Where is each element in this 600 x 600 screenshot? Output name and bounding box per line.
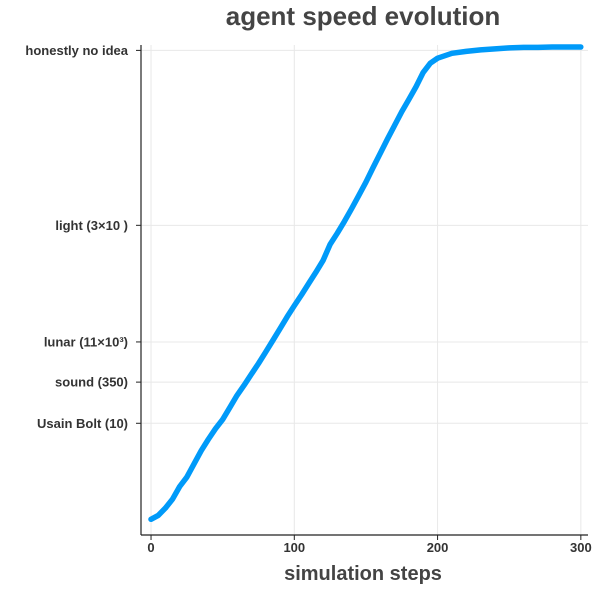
- y-tick-label: lunar (11×10³): [44, 334, 128, 349]
- x-tick-label: 300: [570, 540, 592, 555]
- speed-series-line: [148, 44, 584, 523]
- y-tick-label: sound (350): [55, 375, 128, 390]
- x-axis-label: simulation steps: [284, 563, 442, 585]
- grid-lines: [141, 45, 588, 535]
- series-layer: [148, 44, 584, 523]
- y-tick-label: honestly no idea: [25, 43, 128, 58]
- x-tick-labels: 0 100 200 300: [147, 540, 591, 555]
- chart-title: agent speed evolution: [226, 1, 501, 31]
- y-tick-labels: honestly no idea light (3×10 ) lunar (11×1…: [25, 43, 128, 431]
- y-tick-label: light (3×10 ): [55, 218, 128, 233]
- x-tick-label: 100: [283, 540, 305, 555]
- axes: [136, 45, 588, 540]
- x-tick-label: 200: [427, 540, 449, 555]
- x-tick-label: 0: [147, 540, 154, 555]
- y-tick-label: Usain Bolt (10): [37, 416, 128, 431]
